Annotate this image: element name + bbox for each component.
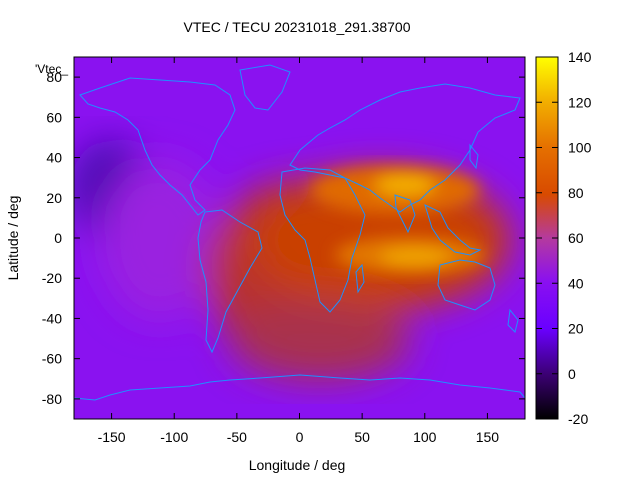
key-label: 'Vtec_ [35, 62, 68, 76]
heatmap-region-pacific-mid [100, 160, 220, 320]
colorbar-tick-label: 20 [568, 321, 584, 337]
colorbar-tick-label: 0 [568, 366, 576, 382]
heatmap-field [74, 57, 525, 419]
colorbar-ticks: -20 0 20 40 60 80 100 120 140 [536, 49, 592, 427]
x-axis-label: Longitude / deg [249, 457, 346, 473]
y-tick-label: -60 [42, 351, 62, 367]
y-tick-label: 20 [46, 190, 62, 206]
heatmap-region-south-atlantic [230, 300, 410, 380]
x-tick-label: 50 [354, 429, 370, 445]
y-tick-label: -20 [42, 270, 62, 286]
y-tick-label: 80 [46, 69, 62, 85]
y-tick-label: 40 [46, 150, 62, 166]
x-tick-label: 150 [476, 429, 500, 445]
coastline-antarctica [74, 374, 525, 419]
y-tick-label: 60 [46, 109, 62, 125]
coastline-japan [469, 143, 479, 170]
coastline-greenland [239, 64, 291, 111]
coastline-south-america [197, 209, 263, 354]
y-tick-label: -80 [42, 391, 62, 407]
coastline-europe-asia [289, 83, 521, 213]
x-axis: -150 -100 -50 0 50 100 150 [98, 57, 500, 445]
coastline-north-america [79, 77, 236, 216]
colorbar-tick-label: 40 [568, 275, 584, 291]
y-tick-label: -40 [42, 310, 62, 326]
coastline-australia [437, 259, 496, 311]
y-tick-label: 0 [54, 230, 62, 246]
chart-title: VTEC / TECU 20231018_291.38700 [183, 19, 410, 35]
coastline-madagascar [355, 263, 365, 294]
heatmap-region-north-peak [375, 175, 435, 195]
coastlines [74, 64, 525, 419]
colorbar-tick-label: 140 [568, 49, 592, 65]
coastline-new-zealand [507, 308, 519, 333]
colorbar-tick-label: 60 [568, 230, 584, 246]
y-axis-label: Latitude / deg [5, 196, 21, 281]
x-tick-label: 0 [296, 429, 304, 445]
heatmap-region-south-peak [380, 248, 450, 266]
y-axis: -80 -60 -40 -20 0 20 40 60 80 [42, 69, 525, 407]
x-tick-label: -100 [160, 429, 188, 445]
x-tick-label: -50 [227, 429, 247, 445]
coastline-africa [279, 167, 366, 313]
x-tick-label: 100 [413, 429, 437, 445]
colorbar-tick-label: -20 [568, 411, 588, 427]
colorbar-tick-label: 100 [568, 140, 592, 156]
coastline-southeast-asia [424, 204, 482, 256]
colorbar-tick-label: 120 [568, 94, 592, 110]
coastline-india [394, 194, 416, 234]
x-tick-label: -150 [98, 429, 126, 445]
colorbar-tick-label: 80 [568, 185, 584, 201]
